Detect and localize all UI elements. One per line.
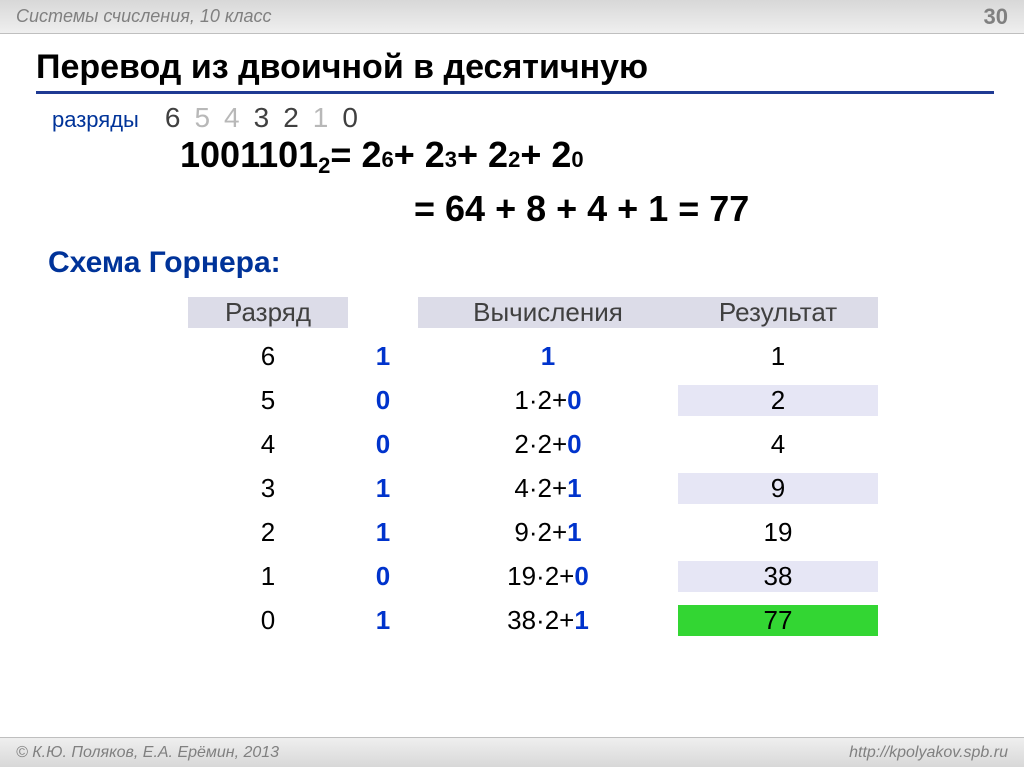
horner-table: Разряд Вычисления Результат 6111501·2+02…	[188, 290, 898, 642]
cell-result: 9	[678, 473, 878, 504]
cell-digit: 1	[348, 517, 418, 548]
cell-position: 6	[188, 341, 348, 372]
cell-calculation: 4·2+1	[418, 473, 678, 504]
cell-digit: 0	[348, 385, 418, 416]
power: 0	[571, 143, 583, 176]
table-row: 501·2+02	[188, 378, 898, 422]
table-row: 314·2+19	[188, 466, 898, 510]
eq-part: + 2	[457, 128, 508, 182]
cell-position: 3	[188, 473, 348, 504]
table-row: 402·2+04	[188, 422, 898, 466]
cell-digit: 0	[348, 429, 418, 460]
cell-calculation: 2·2+0	[418, 429, 678, 460]
eq-part: + 2	[394, 128, 445, 182]
table-header-row: Разряд Вычисления Результат	[188, 290, 898, 334]
cell-position: 5	[188, 385, 348, 416]
cell-digit: 1	[348, 605, 418, 636]
cell-calculation: 38·2+1	[418, 605, 678, 636]
cell-calculation: 9·2+1	[418, 517, 678, 548]
header-col-1: Разряд	[188, 297, 348, 328]
cell-calculation: 19·2+0	[418, 561, 678, 592]
cell-digit: 0	[348, 561, 418, 592]
copyright: © К.Ю. Поляков, Е.А. Ерёмин, 2013	[16, 744, 279, 762]
table-row: 0138·2+177	[188, 598, 898, 642]
equation-block: 10011012 = 26 + 23 + 22 + 20 = 64 + 8 + …	[180, 128, 988, 236]
eq-part: = 2	[330, 128, 381, 182]
cell-position: 2	[188, 517, 348, 548]
cell-result: 1	[678, 341, 878, 372]
cell-position: 4	[188, 429, 348, 460]
power: 6	[381, 143, 393, 176]
cell-result: 2	[678, 385, 878, 416]
cell-result: 38	[678, 561, 878, 592]
cell-result: 4	[678, 429, 878, 460]
cell-digit: 1	[348, 473, 418, 504]
table-row: 1019·2+038	[188, 554, 898, 598]
equation-line-1: 10011012 = 26 + 23 + 22 + 20	[180, 128, 988, 182]
top-bar: Системы счисления, 10 класс 30	[0, 0, 1024, 34]
eq-part: + 2	[520, 128, 571, 182]
binary-subscript: 2	[318, 149, 330, 182]
page-number: 30	[984, 4, 1008, 30]
subject-label: Системы счисления, 10 класс	[16, 6, 272, 27]
header-col-4: Результат	[678, 297, 878, 328]
table-row: 219·2+119	[188, 510, 898, 554]
cell-result: 77	[678, 605, 878, 636]
footer-url: http://kpolyakov.spb.ru	[849, 744, 1008, 762]
cell-position: 0	[188, 605, 348, 636]
digit-position: 6	[165, 102, 181, 134]
table-row: 6111	[188, 334, 898, 378]
cell-calculation: 1	[418, 341, 678, 372]
slide: Системы счисления, 10 класс 30 Перевод и…	[0, 0, 1024, 767]
slide-title: Перевод из двоичной в десятичную	[0, 34, 1024, 91]
cell-position: 1	[188, 561, 348, 592]
table-body: 6111501·2+02402·2+04314·2+19219·2+119101…	[188, 334, 898, 642]
content-area: разряды 6543210 10011012 = 26 + 23 + 22 …	[0, 94, 1024, 642]
power: 3	[445, 143, 457, 176]
cell-digit: 1	[348, 341, 418, 372]
binary-number: 1001101	[180, 128, 318, 182]
horner-title: Схема Горнера:	[48, 246, 988, 280]
cell-calculation: 1·2+0	[418, 385, 678, 416]
cell-result: 19	[678, 517, 878, 548]
power: 2	[508, 143, 520, 176]
equation-line-2: = 64 + 8 + 4 + 1 = 77	[414, 182, 988, 236]
bottom-bar: © К.Ю. Поляков, Е.А. Ерёмин, 2013 http:/…	[0, 737, 1024, 767]
header-col-3: Вычисления	[418, 297, 678, 328]
digits-label: разряды	[52, 107, 139, 133]
